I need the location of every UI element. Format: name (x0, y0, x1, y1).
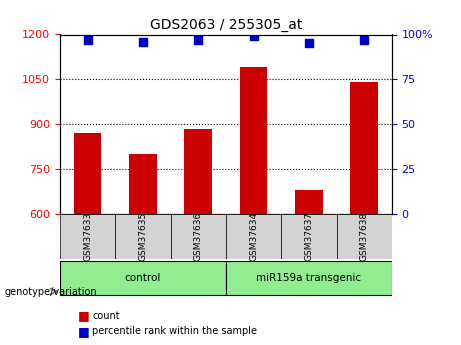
FancyBboxPatch shape (60, 261, 226, 295)
Text: GSM37638: GSM37638 (360, 212, 369, 261)
Bar (350, 82, 378, 214)
Point (305, 41, 313, 46)
Text: control: control (125, 273, 161, 283)
Point (250, 33, 257, 39)
Point (361, 37, 368, 43)
Point (139, 39, 147, 45)
Text: count: count (92, 311, 120, 321)
FancyBboxPatch shape (226, 214, 281, 259)
Point (84, 37, 91, 43)
Text: GSM37637: GSM37637 (304, 212, 313, 261)
Text: genotype/variation: genotype/variation (5, 287, 97, 296)
Text: GSM37634: GSM37634 (249, 212, 258, 261)
Bar (295, 190, 323, 214)
FancyBboxPatch shape (281, 214, 337, 259)
Text: GSM37635: GSM37635 (138, 212, 148, 261)
Bar (184, 129, 212, 214)
Title: GDS2063 / 255305_at: GDS2063 / 255305_at (150, 18, 302, 32)
Text: GSM37633: GSM37633 (83, 212, 92, 261)
Text: percentile rank within the sample: percentile rank within the sample (92, 326, 257, 336)
Text: ■: ■ (78, 309, 90, 322)
FancyBboxPatch shape (337, 214, 392, 259)
FancyBboxPatch shape (60, 214, 115, 259)
Text: ■: ■ (78, 325, 90, 338)
Bar (129, 154, 157, 214)
Point (195, 37, 202, 43)
Bar (74, 133, 101, 214)
Bar (240, 67, 267, 214)
Text: GSM37636: GSM37636 (194, 212, 203, 261)
FancyBboxPatch shape (115, 214, 171, 259)
Text: miR159a transgenic: miR159a transgenic (256, 273, 361, 283)
FancyBboxPatch shape (171, 214, 226, 259)
FancyBboxPatch shape (226, 261, 392, 295)
